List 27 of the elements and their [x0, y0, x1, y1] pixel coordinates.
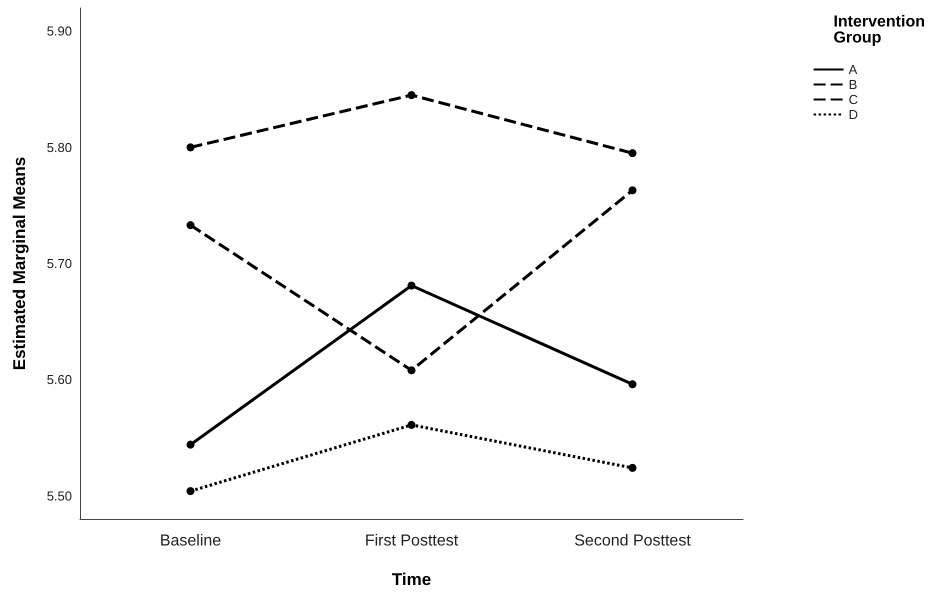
y-tick-label: 5.80: [46, 140, 72, 155]
y-axis-title: Estimated Marginal Means: [10, 156, 29, 370]
point: [408, 91, 416, 100]
x-tick-label: Second Posttest: [574, 532, 692, 550]
y-tick-label: 5.60: [46, 372, 72, 388]
legend-title: Intervention Group: [833, 14, 925, 46]
point: [186, 143, 194, 152]
legend-label: D: [848, 107, 858, 122]
point: [408, 366, 416, 374]
point: [186, 440, 194, 449]
x-tick-label: Baseline: [160, 532, 222, 550]
x-tick-label: First Posttest: [364, 532, 459, 550]
y-tick-label: 5.50: [46, 488, 72, 504]
point: [628, 149, 636, 158]
legend-label: B: [848, 77, 858, 92]
y-tick-label: 5.70: [46, 256, 72, 271]
point: [408, 420, 416, 429]
point: [628, 380, 636, 388]
y-tick-label: 5.90: [46, 24, 72, 39]
legend-label: C: [848, 92, 858, 107]
point: [186, 221, 194, 230]
point: [408, 282, 416, 290]
point: [628, 186, 636, 194]
x-axis-title: Time: [392, 570, 432, 589]
legend-label: A: [848, 62, 858, 77]
point: [186, 487, 194, 496]
point: [628, 464, 636, 472]
